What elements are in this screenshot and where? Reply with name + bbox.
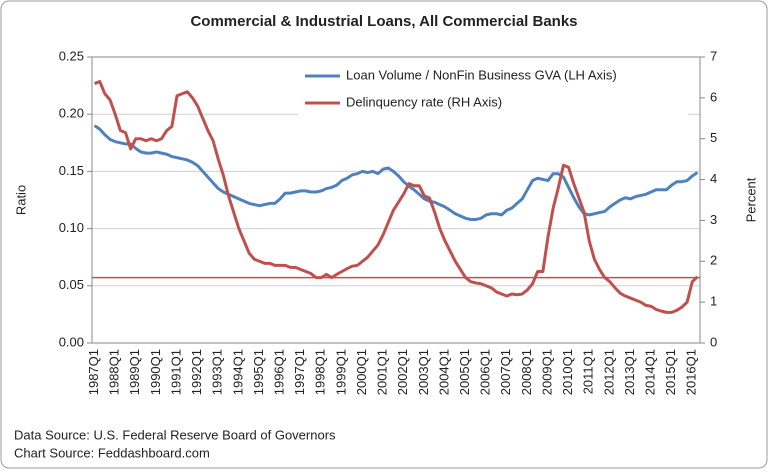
x-tick-label: 2009Q1 (539, 349, 554, 395)
x-tick-label: 1999Q1 (333, 349, 348, 395)
x-tick-label: 2011Q1 (581, 349, 596, 394)
x-tick-label: 2012Q1 (601, 349, 616, 395)
y-axis-label: Ratio (13, 185, 28, 215)
series-line (94, 80, 699, 314)
x-tick-label: 1989Q1 (127, 349, 142, 395)
chart-title: Commercial & Industrial Loans, All Comme… (190, 13, 577, 30)
x-tick-label: 1995Q1 (251, 349, 266, 395)
x-tick-label: 2008Q1 (519, 349, 534, 395)
x-tick-label: 2001Q1 (375, 349, 390, 395)
x-tick-label: 2014Q1 (642, 349, 657, 395)
y-tick-label: 0.20 (59, 106, 84, 121)
x-tick-label: 2006Q1 (478, 349, 493, 395)
x-tick-label: 2002Q1 (395, 349, 410, 395)
x-tick-label: 1987Q1 (86, 349, 101, 395)
x-tick-label: 2004Q1 (436, 349, 451, 395)
x-tick-label: 1997Q1 (292, 349, 307, 395)
x-tick-label: 1998Q1 (313, 349, 328, 395)
y2-tick-label: 7 (710, 48, 717, 63)
plot-area (91, 56, 701, 344)
x-tick-label: 1993Q1 (210, 349, 225, 395)
series-line (93, 124, 699, 221)
y2-tick-label: 5 (710, 130, 717, 145)
x-tick-label: 1994Q1 (230, 349, 245, 395)
y2-tick-label: 1 (710, 294, 717, 309)
legend-label: Loan Volume / NonFin Business GVA (LH Ax… (346, 67, 617, 82)
x-tick-label: 2015Q1 (663, 349, 678, 395)
x-tick-label: 1990Q1 (148, 349, 163, 395)
x-tick-label: 2003Q1 (416, 349, 431, 395)
y2-tick-label: 0 (710, 334, 717, 349)
y-tick-label: 0.10 (59, 220, 84, 235)
y2-axis-label: Percent (743, 177, 758, 222)
x-tick-label: 2005Q1 (457, 349, 472, 395)
y2-tick-label: 6 (710, 89, 717, 104)
x-tick-label: 1991Q1 (168, 349, 183, 395)
y2-tick-label: 3 (710, 212, 717, 227)
y2-tick-label: 4 (710, 171, 717, 186)
y-tick-label: 0.25 (59, 48, 84, 63)
x-tick-label: 1996Q1 (272, 349, 287, 395)
x-tick-label: 2000Q1 (354, 349, 369, 395)
y-tick-label: 0.00 (59, 334, 84, 349)
chart-source: Chart Source: Feddashboard.com (14, 445, 210, 460)
x-tick-label: 2013Q1 (622, 349, 637, 395)
y2-tick-label: 2 (710, 253, 717, 268)
x-tick-label: 1988Q1 (107, 349, 122, 395)
legend-box (298, 63, 688, 115)
data-source: Data Source: U.S. Federal Reserve Board … (14, 427, 336, 442)
x-tick-label: 2016Q1 (684, 349, 699, 395)
x-tick-label: 2007Q1 (498, 349, 513, 395)
legend-label: Delinquency rate (RH Axis) (346, 94, 502, 109)
x-tick-label: 1992Q1 (189, 349, 204, 395)
y-tick-label: 0.05 (59, 277, 84, 292)
x-tick-label: 2010Q1 (560, 349, 575, 395)
y-tick-label: 0.15 (59, 163, 84, 178)
